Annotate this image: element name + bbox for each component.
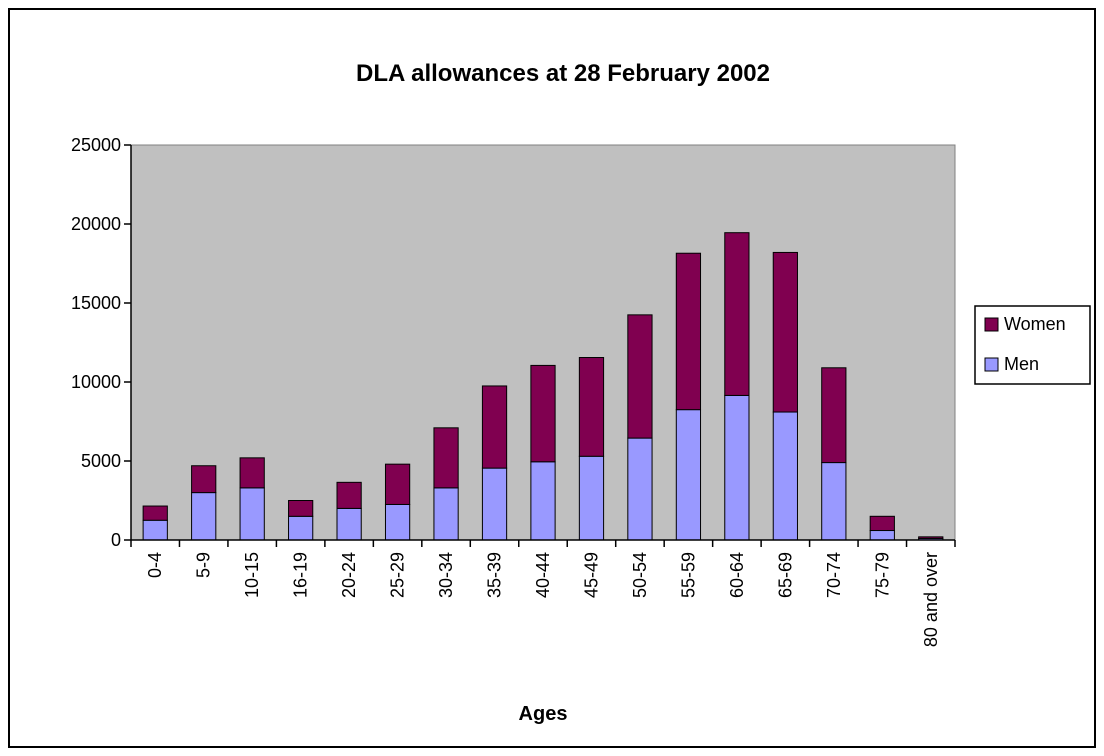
bar-women-16-19 [288,500,314,517]
x-tick-label: 75-79 [872,552,892,598]
chart-title: DLA allowances at 28 February 2002 [356,60,770,87]
x-tick-label: 70-74 [824,552,844,598]
bar-women-80-and-over [918,536,944,539]
chart: DLA allowances at 28 February 2002 0 5000… [8,8,1096,748]
bar-women-20-24 [336,481,362,509]
x-tick-label: 30-34 [436,552,456,598]
bar-women-60-64 [724,232,750,396]
x-tick-label: 10-15 [242,552,262,598]
x-tick-label: 80 and over [921,552,941,647]
bar-men-65-69 [772,411,798,541]
x-tick-label: 25-29 [388,552,408,598]
y-axis: 0 5000 10000 15000 20000 25000 [71,135,132,550]
bar-men-35-39 [481,467,508,541]
bar-men-70-74 [821,462,847,541]
bar-women-30-34 [433,427,459,489]
bar-men-40-44 [530,461,556,541]
x-tick-label: 45-49 [581,552,601,598]
x-tick-label: 35-39 [485,552,505,598]
bar-men-0-4 [142,519,168,541]
x-axis: 0-4 5-9 10-15 16-19 20-24 25-29 30-34 35-39 40-4… [130,539,956,647]
x-tick-label: 65-69 [775,552,795,598]
bar-men-30-34 [433,487,459,541]
bar-women-75-79 [869,515,895,532]
bar-men-20-24 [336,507,362,541]
bar-men-16-19 [288,515,314,541]
bar-women-35-39 [481,385,508,469]
bar-women-45-49 [578,357,605,457]
legend-label-women: Women [1004,314,1066,334]
x-tick-label: 40-44 [533,552,553,598]
y-tick-label: 5000 [81,451,121,471]
bar-women-40-44 [530,364,556,463]
bar-women-70-74 [821,367,847,464]
bar-women-5-9 [191,465,217,494]
x-tick-label: 20-24 [339,552,359,598]
y-tick-label: 0 [111,530,121,550]
bar-men-50-54 [627,437,653,541]
chart-frame: DLA allowances at 28 February 2002 0 5000… [8,8,1096,748]
bar-women-10-15 [239,457,265,489]
legend-swatch-women [984,317,999,332]
bar-men-75-79 [869,530,895,541]
y-tick-label: 25000 [71,135,121,155]
x-tick-label: 55-59 [678,552,698,598]
bar-men-5-9 [191,492,217,541]
x-tick-label: 60-64 [727,552,747,598]
x-tick-label: 5-9 [194,552,214,578]
bar-women-65-69 [772,251,798,413]
x-axis-label: Ages [519,703,568,725]
bar-women-55-59 [675,252,702,411]
bar-men-60-64 [724,394,750,541]
bars [142,232,944,541]
x-tick-label: 0-4 [145,552,165,578]
bar-men-10-15 [239,487,265,541]
bar-men-25-29 [384,503,411,541]
bar-women-25-29 [384,463,411,505]
y-tick-label: 10000 [71,372,121,392]
bar-women-50-54 [627,314,653,439]
bar-women-0-4 [142,505,168,521]
y-tick-label: 15000 [71,293,121,313]
legend-label-men: Men [1004,354,1039,374]
x-tick-label: 50-54 [630,552,650,598]
y-tick-label: 20000 [71,214,121,234]
legend: Women Men [974,305,1091,385]
bar-men-45-49 [578,455,605,541]
bar-men-55-59 [675,409,702,541]
legend-swatch-men [984,357,999,372]
x-tick-label: 16-19 [291,552,311,598]
